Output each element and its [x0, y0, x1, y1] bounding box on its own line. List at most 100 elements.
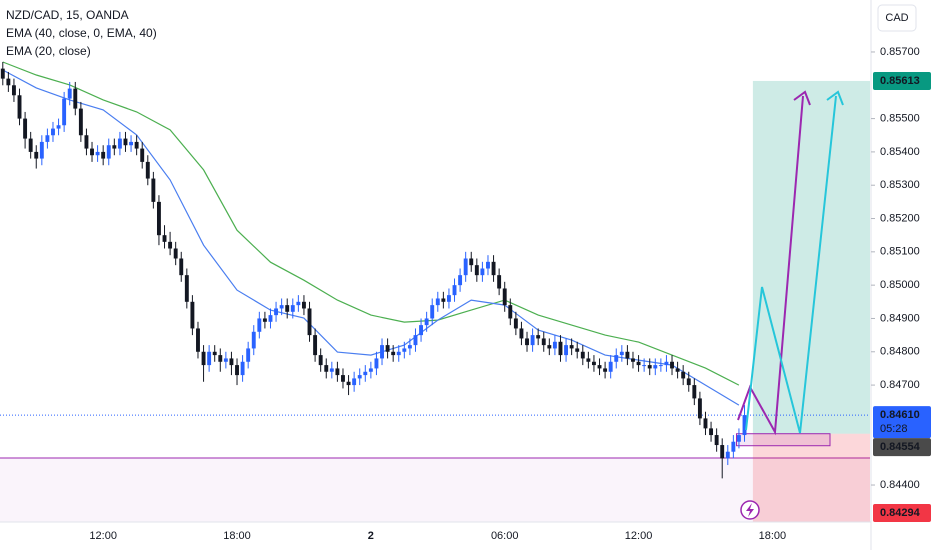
candle-body [201, 351, 206, 366]
candle-body [190, 301, 195, 329]
x-tick-label: 2 [368, 530, 374, 542]
candle-body [346, 381, 351, 386]
candle-body [357, 375, 362, 379]
candle-body [62, 98, 67, 126]
currency-button[interactable] [877, 4, 917, 32]
y-tick-label: 0.85100 [880, 246, 920, 258]
y-tick-label: 0.85500 [880, 112, 920, 124]
candle-body [123, 138, 128, 146]
candle-body [251, 331, 256, 349]
x-tick-label: 18:00 [223, 530, 251, 542]
target-zone [752, 80, 870, 434]
price-axis [871, 0, 932, 550]
currency[interactable]: CAD [885, 12, 908, 24]
candle-body [536, 335, 541, 339]
candle-body [352, 378, 357, 386]
candle-body [736, 435, 741, 442]
candle-body [452, 285, 457, 296]
candle-body [597, 365, 602, 369]
candle-body [564, 345, 569, 356]
candle-body [56, 125, 61, 129]
candle-body [430, 305, 435, 319]
candle-body [513, 318, 518, 329]
candle-body [664, 361, 669, 366]
candle-body [279, 305, 284, 309]
stop-label: 0.84294 [880, 507, 921, 519]
candle-body [586, 358, 591, 362]
candle-body [324, 365, 329, 372]
candle-body [731, 441, 736, 452]
candle-body [257, 318, 262, 332]
candle-body [742, 415, 747, 436]
candle-body [541, 338, 546, 346]
candle-body [184, 275, 189, 302]
target-label: 0.85613 [880, 75, 920, 87]
background-layer [0, 80, 870, 522]
candle-body [28, 138, 33, 152]
candle-body [614, 355, 619, 362]
candle-body [502, 288, 507, 306]
current-price-box [873, 406, 931, 439]
candle-body [223, 358, 228, 362]
candle-body [480, 268, 485, 276]
ema-line [2, 61, 740, 386]
candle-body [318, 355, 323, 366]
candle-body [101, 151, 106, 159]
y-tick-label: 0.84800 [880, 346, 920, 358]
candle-body [313, 335, 318, 356]
candle-body [11, 85, 16, 96]
candle-body [424, 318, 429, 326]
candle-body [670, 361, 674, 369]
level-area [0, 458, 870, 522]
candle-body [235, 365, 239, 376]
zone-label-box [873, 438, 931, 457]
candle-body [402, 348, 407, 352]
candle-body [419, 325, 424, 336]
candle-body [162, 235, 167, 242]
target-label-box [873, 71, 931, 90]
candle-body [569, 345, 574, 349]
stop-zone [752, 433, 870, 522]
candle-body [229, 358, 234, 366]
candle-body [558, 341, 563, 356]
candle-body [603, 368, 608, 372]
countdown: 05:28 [880, 423, 908, 435]
candle-body [90, 148, 94, 156]
candle-body [95, 151, 100, 156]
candle-body [642, 365, 647, 367]
candle-body [658, 365, 663, 367]
y-tick-label: 0.85400 [880, 146, 920, 158]
candle-body [145, 161, 150, 179]
y-tick-label: 0.84900 [880, 312, 920, 324]
chart-title: NZD/CAD, 15, OANDA [6, 8, 129, 22]
candle-body [218, 355, 223, 362]
y-tick-label: 0.84700 [880, 379, 920, 391]
candle-body [112, 145, 117, 149]
candle-body [129, 141, 134, 146]
candle-body [246, 348, 251, 362]
candle-body [580, 351, 585, 359]
candle-body [290, 305, 295, 312]
y-tick-label: 0.85700 [880, 46, 920, 58]
candle-body [301, 301, 306, 309]
candle-body [329, 368, 334, 372]
candle-body [407, 345, 412, 349]
legend-entry: EMA (40, close, 0, EMA, 40) [6, 26, 157, 40]
candle-body [78, 108, 83, 136]
candle-body [151, 178, 156, 202]
candle-body [296, 301, 301, 306]
candle-body [285, 305, 290, 312]
legend: NZD/CAD, 15, OANDA EMA (40, close, 0, EM… [6, 8, 157, 58]
candle-body [681, 371, 686, 379]
candle-body [547, 345, 552, 349]
candle-body [725, 451, 730, 459]
candle-body [84, 135, 89, 149]
candle-body [51, 128, 55, 136]
candle-body [519, 328, 524, 339]
candle-body [391, 351, 396, 356]
candle-body [435, 298, 440, 306]
candle-body [625, 351, 630, 359]
candle-body [156, 201, 161, 236]
current-price-label: 0.84610 [880, 409, 920, 421]
